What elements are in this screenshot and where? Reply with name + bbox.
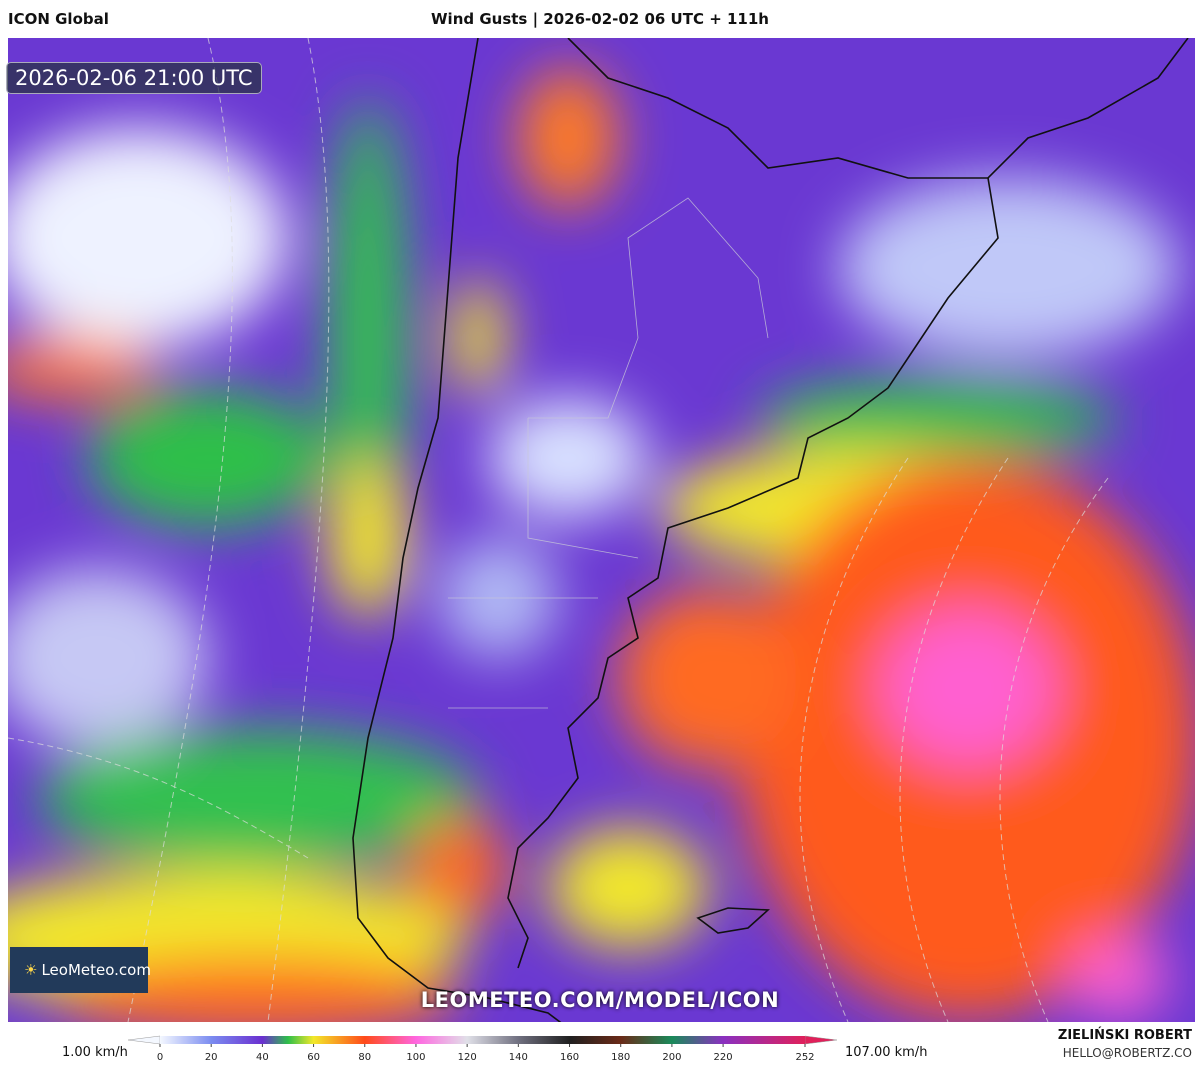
model-name: ICON Global — [8, 10, 109, 28]
colorbar-tick-label: 120 — [458, 1052, 477, 1063]
map-title: Wind Gusts | 2026-02-02 06 UTC + 111h — [431, 10, 769, 28]
colorbar-tick-label: 200 — [662, 1052, 681, 1063]
colorbar-tick-label: 80 — [358, 1052, 371, 1063]
watermark: LEOMETEO.COM/MODEL/ICON — [420, 988, 780, 1012]
colorbar: 0 20 40 60 80 100 120 140 160 180 200 220 252 — [127, 1035, 838, 1063]
colorbar-tick-label: 40 — [256, 1052, 269, 1063]
colorbar-tick-label: 252 — [795, 1052, 814, 1063]
wind-map — [8, 38, 1195, 1022]
colorbar-tick-label: 220 — [714, 1052, 733, 1063]
valid-time: 2026-02-06 21:00 UTC — [6, 62, 262, 94]
colorbar-tick-label: 100 — [406, 1052, 425, 1063]
colorbar-max: 107.00 km/h — [845, 1045, 928, 1060]
colorbar-tick-label: 140 — [509, 1052, 528, 1063]
colorbar-tick-label: 20 — [205, 1052, 218, 1063]
colorbar-arrow-low — [127, 1035, 161, 1045]
colorbar-tick-label: 0 — [157, 1052, 163, 1063]
colorbar-min: 1.00 km/h — [62, 1045, 128, 1060]
colorbar-tick-label: 60 — [307, 1052, 320, 1063]
colorbar-tick-label: 180 — [611, 1052, 630, 1063]
logo-text: LeoMeteo.com — [41, 961, 151, 979]
logo: ☀ LeoMeteo.com — [10, 947, 151, 993]
colorbar-tick-label: 160 — [560, 1052, 579, 1063]
colorbar-arrow-high — [804, 1035, 838, 1045]
email: HELLO@ROBERTZ.CO — [1062, 1046, 1192, 1060]
author: ZIELIŃSKI ROBERT — [1057, 1028, 1192, 1043]
colorbar-bar — [160, 1036, 805, 1044]
